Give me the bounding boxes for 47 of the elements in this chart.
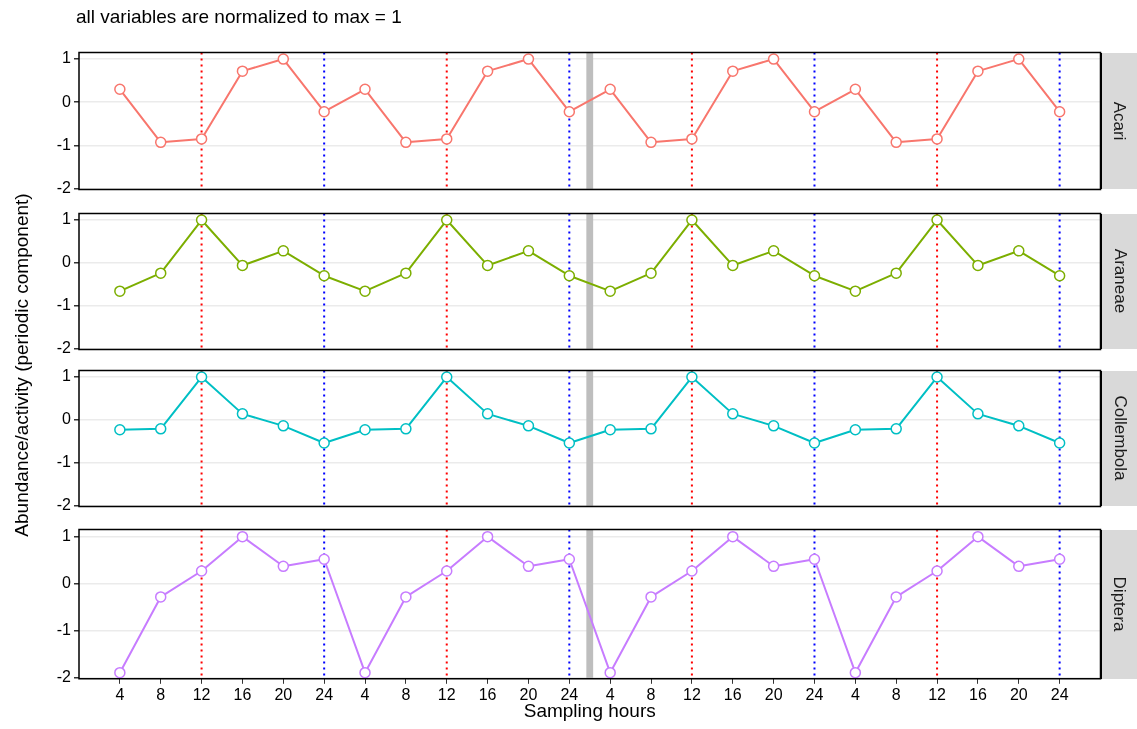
x-tick-label: 20 <box>764 685 783 703</box>
text: Collembola <box>1109 395 1130 482</box>
y-tick-label: -1 <box>56 135 72 153</box>
x-tick-label: 4 <box>605 685 615 703</box>
x-tick-label: 16 <box>478 685 497 703</box>
text: Diptera <box>1109 576 1130 632</box>
y-tick-label: -2 <box>56 495 72 513</box>
x-tick-label: 12 <box>683 685 701 703</box>
y-tick-label: 0 <box>62 574 72 592</box>
x-tick-label: 24 <box>805 685 824 703</box>
y-tick-label: 1 <box>62 527 72 545</box>
x-tick-label: 8 <box>401 685 411 703</box>
x-tick-label: 12 <box>928 685 947 703</box>
y-tick-label: -1 <box>56 621 72 639</box>
x-axis-title: Sampling hours <box>523 700 656 722</box>
y-tick-label: -1 <box>56 296 72 314</box>
y-tick-label: -2 <box>56 178 72 196</box>
x-tick-label: 24 <box>560 685 579 703</box>
text: Acari <box>1109 101 1130 141</box>
x-tick-label: 4 <box>115 685 125 703</box>
x-tick-label: 4 <box>850 685 860 703</box>
y-tick-label: -2 <box>56 668 72 686</box>
chart-title: all variables are normalized to max = 1 <box>76 6 402 28</box>
x-tick-label: 8 <box>646 685 656 703</box>
y-tick-label: -1 <box>56 453 72 471</box>
x-tick-label: 8 <box>156 685 166 703</box>
x-tick-label: 16 <box>969 685 987 703</box>
x-tick-label: 20 <box>519 685 538 703</box>
y-tick-label: 0 <box>62 410 72 428</box>
x-tick-label: 12 <box>437 685 456 703</box>
x-tick-label: 24 <box>315 685 334 703</box>
text: Araneae <box>1109 249 1130 314</box>
y-tick-label: 0 <box>62 253 72 271</box>
x-tick-label: 20 <box>1009 685 1028 703</box>
x-tick-label: 16 <box>233 685 252 703</box>
x-tick-label: 16 <box>723 685 742 703</box>
x-tick-label: 12 <box>192 685 211 703</box>
y-tick-label: 1 <box>62 210 72 228</box>
x-tick-label: 4 <box>360 685 370 703</box>
y-tick-label: 1 <box>62 49 72 67</box>
x-tick-label: 24 <box>1050 685 1069 703</box>
y-axis-title: Abundance/activity (periodic component) <box>11 193 33 537</box>
y-tick-label: -2 <box>56 338 72 356</box>
x-tick-label: 20 <box>274 685 293 703</box>
x-tick-label: 8 <box>891 685 901 703</box>
y-tick-label: 0 <box>62 92 72 110</box>
y-tick-label: 1 <box>62 367 72 385</box>
